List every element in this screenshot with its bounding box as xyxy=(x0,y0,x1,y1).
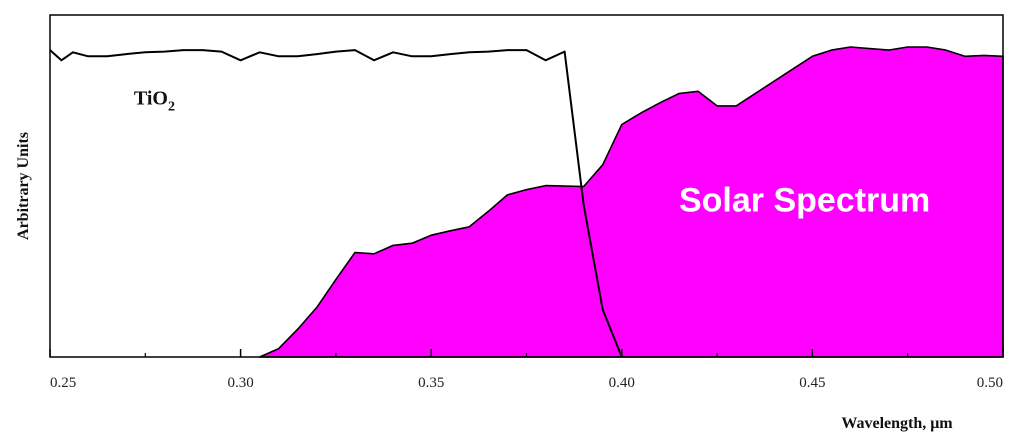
x-axis-minor-ticks xyxy=(144,353,909,357)
x-tick-label-0.40: 0.40 xyxy=(609,375,635,391)
x-tick-label-0.50: 0.50 xyxy=(977,375,1003,391)
y-axis-title: Arbitrary Units xyxy=(15,132,32,240)
tio2-absorption-line xyxy=(49,49,623,358)
x-tick-label-0.25: 0.25 xyxy=(50,375,76,391)
solar-spectrum-area xyxy=(258,46,1004,358)
x-axis-title: Wavelength, μm xyxy=(841,415,953,432)
tio2-annotation: TiO2 xyxy=(134,87,175,114)
solar-spectrum-annotation: Solar Spectrum xyxy=(679,181,930,219)
x-tick-label-0.45: 0.45 xyxy=(799,375,825,391)
x-axis-tick-labels: 0.25 0.30 0.35 0.40 0.45 0.50 xyxy=(50,375,1003,391)
x-axis-ticks xyxy=(49,349,1004,357)
x-tick-label-0.35: 0.35 xyxy=(418,375,444,391)
x-tick-label-0.30: 0.30 xyxy=(227,375,253,391)
